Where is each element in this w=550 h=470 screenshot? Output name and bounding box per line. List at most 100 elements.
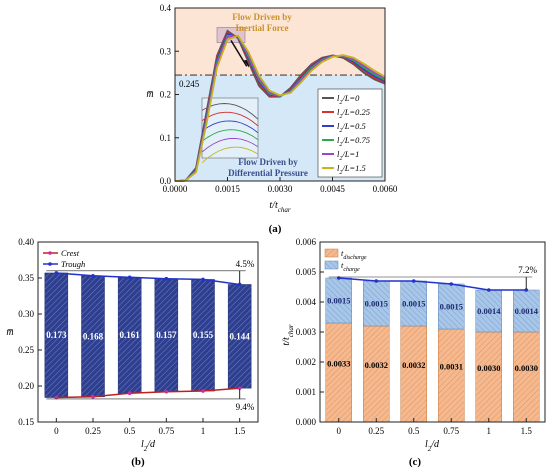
total-point-2 bbox=[411, 279, 416, 283]
threshold-label: 0.245 bbox=[179, 79, 200, 89]
chart-c: 0.0033 0.0015 0.0032 0.0015 0.0032 0.0015 0.00… bbox=[281, 237, 546, 453]
charge-bar-3 bbox=[438, 283, 465, 330]
inset-series-line-2 bbox=[201, 120, 259, 134]
legend-marker-trough bbox=[48, 262, 52, 266]
legend-label-2: l2/L=0.5 bbox=[337, 121, 366, 134]
charge-label-4: 0.0014 bbox=[477, 306, 501, 316]
total-point-4 bbox=[486, 288, 491, 292]
inset-series-line-0 bbox=[201, 103, 259, 120]
y-tick-label: 0.4 bbox=[160, 3, 172, 13]
legend: l2/L=0l2/L=0.25l2/L=0.5l2/L=0.75l2/L=1l2… bbox=[317, 88, 383, 178]
discharge-label-4: 0.0030 bbox=[477, 363, 500, 373]
discharge-bar-1 bbox=[363, 325, 390, 423]
x-tick-label: 1.5 bbox=[234, 426, 246, 436]
crest-point-3 bbox=[164, 389, 169, 394]
discharge-bar-3 bbox=[438, 328, 465, 423]
panel-label-c: (c) bbox=[409, 456, 422, 468]
y-tick-label: 0.15 bbox=[18, 417, 34, 427]
crest-line bbox=[56, 387, 240, 399]
annotation-upper-1: Flow Driven by bbox=[232, 12, 292, 22]
legend-label-1: l2/L=0.25 bbox=[337, 107, 370, 120]
discharge-label-3: 0.0031 bbox=[440, 362, 463, 372]
legend-label-3: l2/L=0.75 bbox=[337, 135, 370, 148]
legend-label-5: l2/L=1.5 bbox=[337, 163, 366, 176]
legend-label-discharge: tdischarge bbox=[341, 248, 367, 261]
y-tick-label: 0.002 bbox=[296, 357, 316, 367]
inset-series-line-4 bbox=[201, 137, 259, 153]
x-tick-label: 0.0030 bbox=[268, 184, 293, 194]
crest-point-0 bbox=[54, 395, 59, 400]
x-tick-label: 1 bbox=[487, 426, 492, 436]
charge-label-3: 0.0015 bbox=[440, 302, 463, 312]
inertial-region bbox=[175, 8, 385, 76]
discharge-label-2: 0.0032 bbox=[402, 360, 425, 370]
charge-bar-5 bbox=[513, 289, 540, 333]
charge-bar-0 bbox=[325, 277, 352, 324]
discharge-label-5: 0.0030 bbox=[515, 363, 538, 373]
x-tick-label: 1.5 bbox=[521, 426, 533, 436]
y-tick-label: 0.25 bbox=[18, 345, 34, 355]
y-tick-label: 0.40 bbox=[18, 237, 34, 247]
discharge-bar-4 bbox=[475, 331, 502, 423]
x-tick-label: 0.25 bbox=[368, 426, 384, 436]
trough-point-3 bbox=[164, 276, 169, 281]
bar-label-1: 0.168 bbox=[83, 331, 104, 341]
series-line-5 bbox=[174, 34, 386, 182]
y-tick-label: 0.2 bbox=[160, 90, 171, 100]
x-axis-label: t/tchar bbox=[269, 200, 290, 214]
discharge-bar-2 bbox=[400, 325, 427, 423]
y-tick-label: 0.004 bbox=[296, 297, 317, 307]
trough-point-1 bbox=[91, 274, 95, 278]
discharge-bar-0 bbox=[325, 322, 352, 423]
y-axis-label: t/tchar bbox=[281, 324, 295, 345]
top-percent: 4.5% bbox=[236, 259, 255, 269]
y-tick-label: 0.30 bbox=[18, 309, 34, 319]
bar-label-5: 0.144 bbox=[230, 331, 251, 341]
x-tick-label: 0.0000 bbox=[163, 184, 188, 194]
bar-label-0: 0.173 bbox=[46, 330, 67, 340]
x-tick-label: 1 bbox=[201, 426, 206, 436]
inset-series-line-5 bbox=[201, 146, 259, 164]
panel-label-a: (a) bbox=[269, 223, 282, 235]
x-tick-label: 0.0060 bbox=[373, 184, 398, 194]
total-point-1 bbox=[374, 279, 379, 283]
trough-point-2 bbox=[127, 275, 132, 280]
y-tick-label: 0.20 bbox=[18, 381, 34, 391]
legend-box bbox=[317, 88, 383, 178]
x-tick-label: 0.25 bbox=[85, 426, 101, 436]
crest-point-1 bbox=[91, 395, 95, 399]
x-axis-label: l2/d bbox=[141, 439, 156, 453]
total-point-5 bbox=[524, 288, 529, 292]
chart-b: 0.173 0.168 0.161 0.157 0.155 0.144 4.5% 9.4% 0.… bbox=[6, 237, 259, 453]
legend-label-charge: tcharge bbox=[341, 260, 360, 273]
x-tick-label: 0.5 bbox=[124, 426, 136, 436]
legend-label-4: l2/L=1 bbox=[337, 149, 359, 162]
x-tick-label: 0 bbox=[54, 426, 59, 436]
charge-bar-2 bbox=[400, 280, 427, 327]
inset-series-line-3 bbox=[201, 129, 259, 142]
total-line bbox=[338, 277, 527, 291]
top-percent: 7.2% bbox=[518, 265, 537, 275]
legend-label-0: l2/L=0 bbox=[337, 93, 360, 106]
trough-point-4 bbox=[201, 277, 205, 282]
annotation-upper-2: Inertial Force bbox=[235, 23, 288, 33]
trough-point-5 bbox=[237, 282, 242, 287]
crest-point-5 bbox=[237, 386, 242, 390]
discharge-bar-5 bbox=[513, 331, 540, 423]
x-tick-label: 0.0015 bbox=[215, 184, 240, 194]
y-tick-label: 0.35 bbox=[18, 273, 34, 283]
y-tick-label: 0.3 bbox=[160, 46, 172, 56]
x-tick-label: 0 bbox=[337, 426, 342, 436]
trough-point-0 bbox=[54, 271, 59, 275]
y-tick-label: 0.0 bbox=[160, 176, 172, 186]
y-tick-label: 0.001 bbox=[296, 387, 316, 397]
y-axis-label: m̅ bbox=[146, 89, 153, 100]
total-point-3 bbox=[449, 282, 454, 286]
x-tick-label: 0.75 bbox=[158, 426, 174, 436]
y-tick-label: 0.000 bbox=[296, 417, 317, 427]
y-axis-label: m̅ bbox=[6, 327, 13, 338]
x-axis-label: l2/d bbox=[425, 439, 440, 453]
charge-label-2: 0.0015 bbox=[402, 299, 425, 309]
